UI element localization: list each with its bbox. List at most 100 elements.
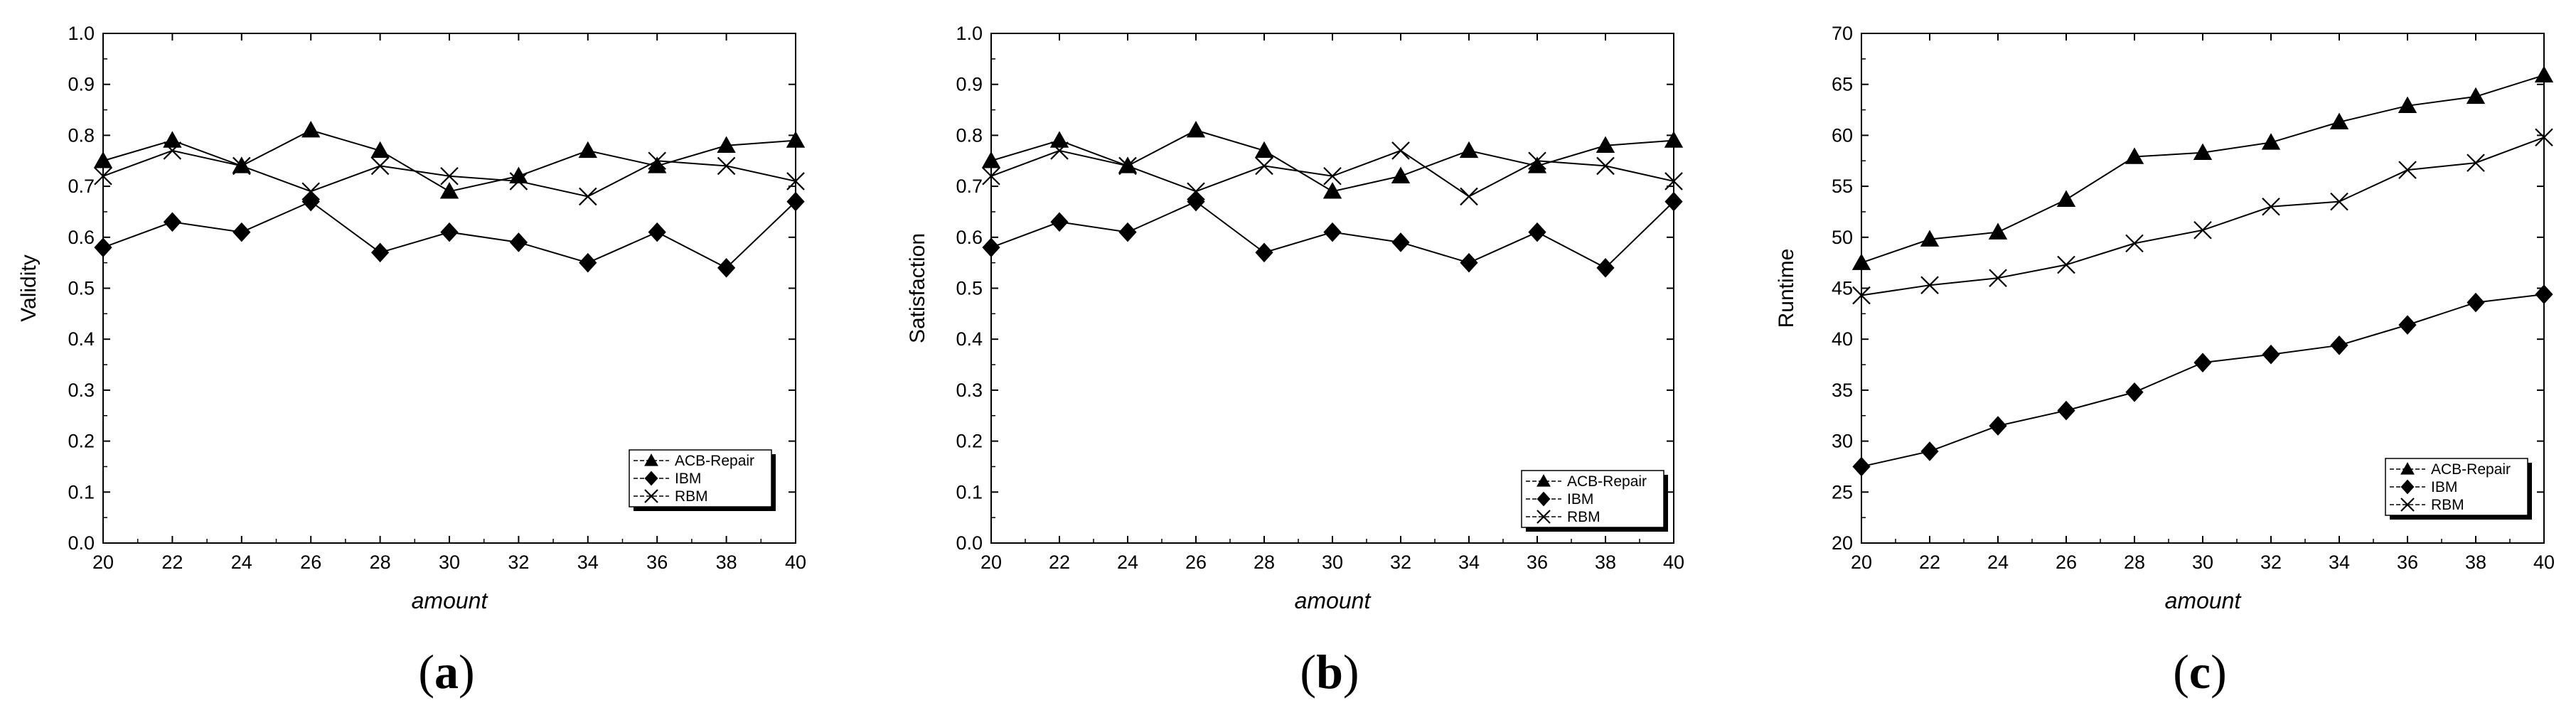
data-point [1664,172,1683,190]
panel-label: (c) [2173,645,2227,699]
data-point [982,166,1000,186]
data-point [2193,220,2212,240]
y-tick-label: 40 [1832,328,1853,350]
x-tick-label: 28 [2124,552,2145,573]
data-point [2262,344,2280,365]
legend-label: ACB-Repair [1567,473,1647,490]
series-line [1861,136,2545,296]
data-point [301,191,320,212]
data-point [2125,234,2144,253]
legend-label: IBM [2431,479,2457,495]
data-point [2398,96,2417,114]
data-point [1255,242,1273,263]
y-tick-label: 45 [1832,278,1853,299]
data-point [370,156,390,176]
data-point [1459,141,1479,159]
data-point [1528,151,1546,171]
x-axis-label: amount [2165,588,2242,613]
data-point [2330,192,2348,211]
data-point [717,258,736,278]
data-point [163,212,181,232]
x-tick-label: 32 [1390,552,1411,573]
data-point [648,151,666,171]
data-point [2467,154,2485,172]
data-point [786,131,806,148]
data-point [1851,253,1871,270]
x-tick-label: 22 [1049,552,1070,573]
chart-panel-b: 0.0 0.1 0.2 0.3 0.4 0.5 0.6 0.7 0.8 0.9 1.0 20 22 24 2… [906,23,1684,699]
y-tick-label: 0.5 [956,278,983,299]
panel-paren: ( [418,645,434,699]
x-tick-label: 26 [300,552,321,573]
x-tick-label: 34 [577,552,599,573]
y-tick-label: 20 [1832,532,1853,554]
legend-marker [644,453,658,466]
data-point [981,151,1001,168]
y-tick-label: 0.9 [68,74,95,95]
y-tick-label: 60 [1832,124,1853,146]
x-tick-label: 28 [1254,552,1275,573]
data-point [1050,212,1069,232]
y-tick-label: 1.0 [956,23,983,44]
data-point [301,121,321,138]
x-tick-label: 38 [1595,552,1616,573]
y-tick-label: 0.7 [956,176,983,197]
legend-label: ACB-Repair [675,453,754,469]
y-tick-label: 65 [1832,74,1853,95]
series-ibm [94,191,805,278]
data-point [648,222,666,242]
data-point [578,141,597,159]
data-point [1391,141,1410,160]
x-tick-label: 20 [980,552,1002,573]
y-tick-label: 25 [1832,481,1853,503]
data-point [982,237,1000,257]
y-tick-label: 0.8 [956,124,983,146]
data-point [301,182,320,201]
data-point [2398,315,2417,335]
legend-label: RBM [1567,509,1600,525]
legend-label: ACB-Repair [2431,461,2511,478]
x-tick-label: 30 [2192,552,2213,573]
x-tick-label: 38 [2465,552,2486,573]
panel-paren: ( [2173,645,2189,699]
data-point [2329,112,2349,129]
data-point [2535,284,2553,304]
x-tick-label: 32 [508,552,529,573]
legend-marker [2400,479,2415,495]
y-tick-label: 0.6 [956,227,983,248]
data-point [233,156,251,176]
series-ibm [1852,284,2553,477]
data-point [94,166,112,186]
x-tick-label: 30 [439,552,460,573]
y-tick-label: 0.2 [956,431,983,452]
data-point [1920,441,1939,461]
x-tick-label: 24 [231,552,252,573]
data-point [94,237,112,257]
data-point [439,182,459,199]
data-point [1852,456,1871,477]
y-tick-label: 0.2 [68,431,95,452]
x-tick-label: 20 [1851,552,1872,573]
data-point [1989,269,2007,287]
data-point [579,252,597,273]
series-rbm [94,141,805,206]
y-tick-label: 1.0 [68,23,95,44]
x-tick-label: 22 [1919,552,1940,573]
data-point [786,191,805,212]
data-point [1460,252,1478,273]
legend-label: IBM [675,471,701,487]
data-point [2125,147,2144,164]
data-point [1118,222,1137,242]
data-point [1118,156,1137,176]
data-point [1050,141,1069,160]
data-point [1049,131,1069,148]
data-point [163,131,182,148]
y-tick-label: 0.8 [68,124,95,146]
legend-marker [1536,510,1551,524]
y-tick-label: 0.3 [68,380,95,401]
legend-marker [2400,498,2415,512]
x-tick-label: 34 [2329,552,2350,573]
panel-paren: ) [1343,645,1359,699]
data-point [1187,182,1205,201]
